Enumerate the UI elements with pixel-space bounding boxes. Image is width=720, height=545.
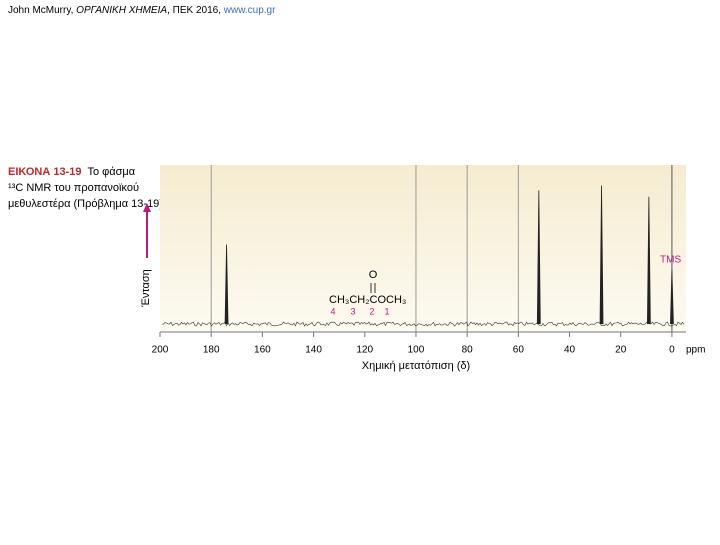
carbon-number: 2 — [369, 306, 374, 316]
oxygen: O — [369, 269, 378, 281]
caption-line: ¹³C NMR του προπανοϊκού — [8, 182, 139, 194]
x-tick-label: 0 — [669, 345, 675, 356]
x-tick-label: 20 — [615, 345, 627, 356]
header-book: ΟΡΓΑΝΙΚΗ ΧΗΜΕΙΑ — [76, 5, 167, 16]
caption-line: μεθυλεστέρα (Πρόβλημα 13-19). — [8, 198, 166, 210]
x-tick-label: 100 — [408, 345, 425, 356]
x-tick-label: 180 — [203, 345, 220, 356]
carbon-number: 4 — [330, 306, 335, 316]
carbon-number: 1 — [384, 306, 389, 316]
caption-line: Το φάσμα — [87, 166, 135, 178]
caption: ΕΙΚΟΝΑ 13-19 Το φάσμα — [8, 166, 136, 178]
x-tick-label: 160 — [254, 345, 271, 356]
y-label: Ένταση — [140, 269, 152, 308]
x-tick-label: 60 — [513, 345, 525, 356]
x-tick-label: 80 — [462, 345, 474, 356]
plot-area — [160, 165, 686, 332]
x-tick-label: 200 — [152, 345, 169, 356]
peak — [670, 269, 674, 325]
x-tick-label: 40 — [564, 345, 576, 356]
x-unit: ppm — [686, 345, 705, 356]
header-url[interactable]: www.cup.gr — [223, 5, 276, 16]
carbon-number: 3 — [350, 306, 355, 316]
header-author: John McMurry, — [8, 5, 76, 16]
header-publisher: , ΠΕΚ 2016, — [167, 5, 224, 16]
x-tick-label: 140 — [305, 345, 322, 356]
header: John McMurry, ΟΡΓΑΝΙΚΗ ΧΗΜΕΙΑ, ΠΕΚ 2016,… — [8, 5, 276, 16]
caption-label: ΕΙΚΟΝΑ 13-19 — [8, 166, 81, 178]
peak — [536, 190, 541, 325]
peak — [599, 185, 604, 325]
peak — [224, 244, 229, 325]
formula: CH₃CH₂COCH₃ — [329, 294, 406, 306]
y-arrowhead — [143, 203, 151, 212]
peak — [646, 196, 651, 325]
baseline-noise — [161, 321, 685, 327]
x-tick-label: 120 — [356, 345, 373, 356]
x-label: Χημική μετατόπιση (δ) — [362, 360, 470, 372]
tms-label: TMS — [660, 255, 681, 266]
